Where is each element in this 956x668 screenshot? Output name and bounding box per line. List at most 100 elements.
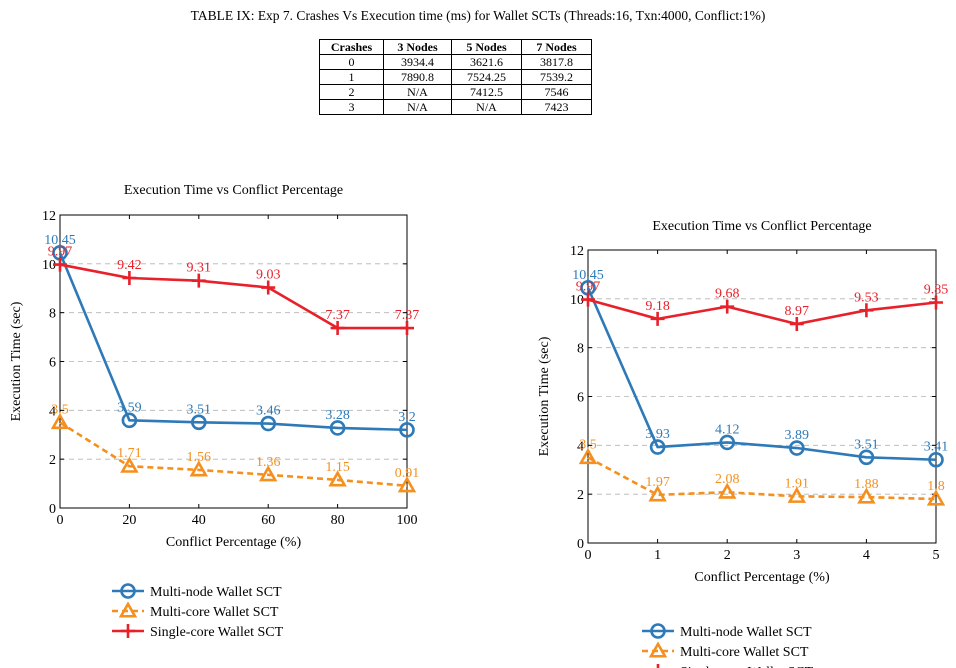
data-point-triangle [648, 485, 667, 502]
y-tick-label: 4 [577, 439, 584, 454]
data-point-plus [121, 624, 135, 638]
table-row: 1 7890.8 7524.25 7539.2 [319, 69, 592, 85]
data-point-circle [650, 623, 666, 639]
data-point-plus [122, 270, 137, 285]
x-tick-label: 40 [192, 513, 206, 528]
series-line [59, 421, 408, 488]
x-axis-label: Conflict Percentage (%) [166, 535, 302, 550]
legend-label: Multi-node Wallet SCT [150, 585, 282, 600]
data-point-plus [720, 299, 735, 314]
data-label: 1.56 [187, 450, 212, 465]
data-point-triangle [258, 465, 278, 482]
y-tick-label: 10 [42, 258, 56, 273]
data-label: 2.08 [715, 472, 740, 487]
table-cell: 7546 [521, 84, 592, 100]
table-row: 3 N/A N/A 7423 [319, 99, 592, 115]
data-point-circle [120, 583, 136, 599]
table-caption: TABLE IX: Exp 7. Crashes Vs Execution ti… [190, 8, 766, 23]
data-point-circle [399, 422, 415, 438]
x-tick-label: 100 [397, 513, 418, 528]
data-label: 9.97 [576, 280, 601, 295]
data-label: 10.45 [44, 233, 76, 248]
data-label: 3.51 [854, 437, 879, 452]
data-label: 9.68 [715, 287, 740, 302]
data-point-plus [650, 311, 665, 326]
data-point-circle [858, 449, 875, 466]
data-label: 4.12 [715, 422, 740, 437]
x-tick-label: 4 [863, 548, 870, 563]
data-point-plus [789, 316, 804, 331]
data-label: 9.53 [854, 290, 879, 305]
table-row: 2 N/A 7412.5 7546 [319, 84, 592, 100]
data-point-plus [53, 257, 67, 272]
data-point-triangle [717, 482, 737, 499]
data-point-plus [191, 273, 206, 288]
y-tick-label: 10 [570, 293, 584, 308]
legend-label: Multi-core Wallet SCT [680, 645, 809, 660]
column-header: 3 Nodes [383, 39, 452, 55]
data-point-circle [788, 440, 805, 456]
data-point-plus [261, 280, 276, 295]
data-point-plus [929, 295, 943, 310]
y-tick-label: 6 [49, 356, 56, 371]
x-axis-label: Conflict Percentage (%) [694, 570, 830, 585]
data-label: 9.31 [187, 261, 212, 276]
data-point-circle [329, 420, 346, 436]
x-tick-label: 0 [57, 513, 64, 528]
data-label: 1.91 [785, 476, 810, 491]
y-tick-label: 2 [49, 453, 56, 468]
data-point-circle [649, 439, 666, 455]
x-tick-label: 2 [724, 548, 731, 563]
y-tick-label: 8 [49, 307, 56, 322]
y-tick-label: 8 [577, 342, 584, 357]
data-label: 9.18 [645, 299, 670, 314]
data-label: 9.85 [924, 282, 949, 297]
y-tick-label: 6 [577, 391, 584, 406]
data-label: 3.41 [924, 440, 949, 455]
table-header-row: Crashes 3 Nodes 5 Nodes 7 Nodes [319, 39, 592, 55]
data-point-circle [928, 451, 944, 468]
legend-label: Single-core Wallet SCT [680, 665, 814, 668]
data-point-circle [191, 414, 207, 431]
data-label: 9.97 [48, 245, 73, 260]
legend-label: Single-core Wallet SCT [150, 625, 284, 640]
table-cell: 7890.8 [383, 69, 452, 85]
data-label: 1.71 [117, 446, 142, 461]
series-line [587, 298, 937, 326]
table-cell: 7539.2 [521, 69, 592, 85]
data-point-triangle [397, 476, 417, 493]
y-tick-label: 12 [42, 209, 56, 224]
data-point-plus [400, 321, 414, 336]
data-label: 3.46 [256, 404, 281, 419]
x-tick-label: 5 [933, 548, 940, 563]
crashes-table: Crashes 3 Nodes 5 Nodes 7 Nodes 0 3934.4… [319, 39, 592, 115]
y-tick-label: 0 [49, 502, 56, 517]
series-line [58, 252, 408, 432]
data-point-triangle [328, 470, 347, 487]
data-point-circle [121, 412, 138, 429]
data-label: 3.5 [51, 403, 69, 418]
x-tick-label: 60 [261, 513, 275, 528]
data-label: 3.59 [117, 400, 142, 415]
x-tick-label: 80 [331, 513, 345, 528]
y-axis-label: Execution Time (sec) [537, 336, 552, 456]
data-point-triangle [926, 489, 946, 506]
data-point-plus [656, 664, 660, 668]
data-label: 7.37 [395, 308, 420, 323]
data-label: 3.93 [645, 427, 670, 442]
data-point-plus [859, 303, 874, 318]
data-label: 1.97 [645, 475, 670, 490]
y-tick-label: 12 [570, 244, 584, 259]
x-tick-label: 0 [585, 548, 592, 563]
series-line [586, 287, 937, 462]
table-cell: N/A [383, 99, 452, 115]
series-line [59, 263, 407, 330]
data-label: 7.37 [325, 308, 350, 323]
data-label: 3.51 [187, 402, 212, 417]
data-point-triangle [787, 486, 807, 503]
x-tick-label: 1 [654, 548, 661, 563]
data-label: 3.28 [325, 408, 350, 423]
chart-title: Execution Time vs Conflict Percentage [124, 183, 343, 198]
data-label: 3.5 [579, 438, 597, 453]
